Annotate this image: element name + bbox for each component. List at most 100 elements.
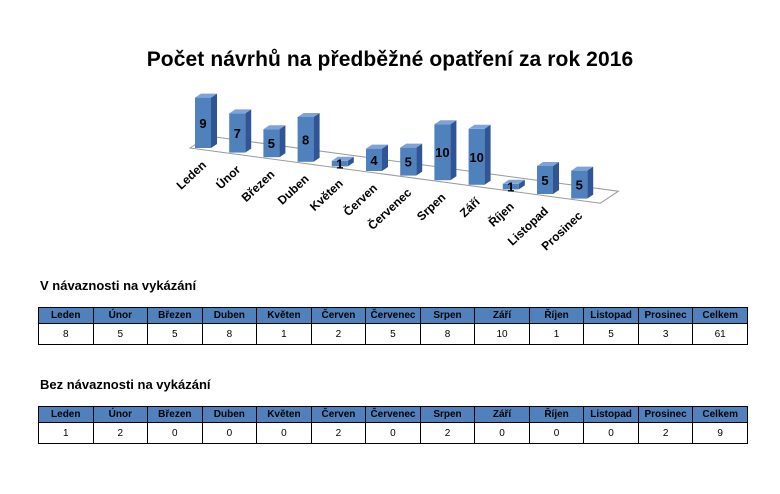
data-label: 5 [268, 136, 275, 151]
table-header-cell: Květen [256, 307, 312, 324]
data-label: 9 [199, 116, 206, 131]
bar-front [229, 113, 246, 153]
table-header-cell: Srpen [419, 406, 476, 423]
bar-top [537, 162, 559, 166]
bar-top [468, 124, 491, 129]
table-header-cell: Květen [256, 406, 312, 423]
bar: 1 [502, 180, 525, 195]
bar: 8 [297, 113, 320, 162]
bar-top [366, 144, 388, 149]
table-cell: 8 [419, 323, 476, 345]
table-header-cell: Červen [310, 307, 367, 324]
table-header-cell: Březen [147, 406, 203, 423]
table-cell: 8 [38, 323, 94, 345]
bar-front [537, 166, 553, 194]
bar-side [587, 166, 594, 199]
table-cell: 1 [38, 422, 94, 444]
bar-front [263, 129, 280, 158]
table-cell: 0 [256, 422, 312, 444]
category-label: Únor [213, 162, 244, 192]
table-header-cell: Únor [92, 406, 149, 423]
table-header-cell: Září [474, 406, 530, 423]
bar-front [400, 147, 417, 176]
table-cell: 0 [474, 422, 530, 444]
bar-top [263, 125, 286, 130]
bar: 10 [434, 120, 457, 181]
bar-top [229, 109, 252, 114]
table-header-cell: Říjen [528, 406, 585, 423]
bar-side [211, 93, 217, 148]
bar-top [434, 120, 457, 125]
table-cell: 1 [528, 323, 585, 345]
table-header-cell: Duben [201, 406, 258, 423]
category-label: Srpen [414, 190, 448, 223]
table-cell: 0 [201, 422, 258, 444]
table-cell: 1 [256, 323, 312, 345]
table-title-2: Bez návaznosti na vykázání [40, 377, 211, 392]
data-label: 1 [507, 180, 514, 195]
bar-side [279, 125, 286, 158]
table-header-cell: Prosinec [637, 406, 694, 423]
table-cell: 0 [528, 422, 585, 444]
table-header-cell: Březen [147, 307, 203, 324]
bar-top [571, 166, 594, 171]
bar-top [331, 156, 354, 161]
data-label: 1 [336, 157, 343, 172]
table-v-navaznosti: Leden Únor Březen Duben Květen Červen Červenec… [38, 307, 748, 345]
table-cell: 5 [147, 323, 203, 345]
table-header-cell: Listopad [583, 307, 639, 324]
bars-group: 9 7 5 8 1 4 5 10 10 1 5 5 [195, 93, 594, 199]
table-header-cell: Listopad [583, 406, 639, 423]
data-label: 5 [576, 178, 583, 193]
bar-front [195, 97, 211, 148]
table-header-cell: Červen [310, 406, 367, 423]
table-header-cell: Leden [38, 307, 94, 324]
table-cell: 2 [310, 422, 367, 444]
table-cell: 61 [692, 323, 748, 345]
bar-side [450, 120, 457, 181]
table-header-cell: Únor [92, 307, 149, 324]
table-header-row: Leden Únor Březen Duben Květen Červen Červenec… [38, 406, 748, 423]
bar: 1 [331, 156, 354, 172]
table-cell: 2 [92, 422, 149, 444]
bar-front [571, 170, 588, 199]
bar-side [313, 113, 320, 162]
table-row: 8 5 5 8 1 2 5 8 10 1 5 3 61 [38, 323, 748, 345]
table-header-cell: Celkem [692, 307, 748, 324]
category-label: Září [457, 194, 483, 220]
table-cell: 8 [201, 323, 258, 345]
table-header-cell: Červenec [365, 406, 421, 423]
chart-title: Počet návrhů na předběžné opatření za ro… [146, 48, 634, 71]
bar-top [400, 143, 423, 148]
table-header-cell: Prosinec [637, 307, 694, 324]
table-header-cell: Říjen [528, 307, 585, 324]
data-label: 10 [469, 150, 483, 165]
bar-front [502, 183, 519, 190]
category-label: Říjen [485, 199, 517, 230]
table-cell: 0 [365, 422, 421, 444]
bar-side [484, 124, 491, 185]
table-cell: 10 [474, 323, 530, 345]
table-header-cell: Duben [201, 307, 258, 324]
bar: 5 [263, 125, 286, 158]
table-header-row: Leden Únor Březen Duben Květen Červen Červenec… [38, 307, 748, 324]
bar-front [331, 160, 348, 167]
bar-side [382, 144, 388, 171]
bar-side [347, 156, 354, 167]
table-cell: 3 [637, 323, 694, 345]
bar: 9 [195, 93, 217, 148]
table-header-cell: Srpen [419, 307, 476, 324]
data-label: 10 [435, 145, 449, 160]
data-label: 5 [541, 173, 548, 188]
bar: 10 [468, 124, 491, 185]
bar: 5 [400, 143, 423, 176]
table-cell: 5 [365, 323, 421, 345]
bar-side [245, 109, 252, 153]
bar-chart: 975 81 4 510 101 5 5 Leden ÚnorBřezenDubenKvěte… [174, 93, 620, 253]
bar: 5 [537, 162, 559, 194]
bar-front [366, 148, 382, 171]
bar: 4 [366, 144, 388, 171]
table-cell: 9 [692, 422, 748, 444]
bar-top [195, 93, 217, 98]
